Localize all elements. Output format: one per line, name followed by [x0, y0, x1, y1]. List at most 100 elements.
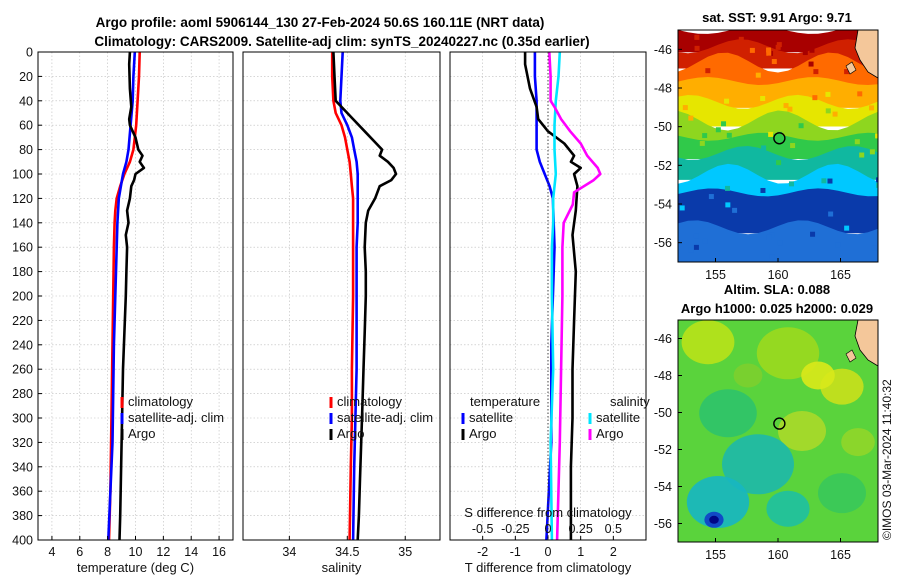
sla-blob	[801, 361, 835, 390]
series-line-climatology	[330, 52, 355, 540]
sst-pixel	[802, 50, 808, 56]
sst-pixel	[835, 242, 841, 248]
sst-pixel	[726, 132, 732, 138]
map-lat-label: -54	[654, 198, 672, 212]
series-line-satellite-adj-clim	[338, 52, 360, 540]
sst-pixel	[869, 149, 875, 155]
sst-pixel	[702, 133, 708, 139]
sst-pixel	[871, 245, 877, 251]
y-tick-label: 240	[12, 338, 33, 352]
map-lat-label: -50	[654, 120, 672, 134]
map-lon-label: 160	[768, 548, 789, 562]
sst-pixel	[812, 95, 818, 101]
sst-pixel	[854, 139, 860, 145]
map-lat-label: -56	[654, 517, 672, 531]
y-tick-label: 340	[12, 460, 33, 474]
sst-map: -46 -48 -50 -52 -54 -56 155 160 165	[654, 29, 879, 282]
sla-blob	[756, 327, 820, 380]
sst-band	[678, 188, 878, 234]
sla-blob	[818, 473, 866, 514]
sst-pixel	[777, 240, 783, 246]
series-group	[107, 52, 146, 540]
map-lat-label: -54	[654, 480, 672, 494]
figure-title-line1: Argo profile: aoml 5906144_130 27-Feb-20…	[96, 15, 545, 30]
axes-box	[242, 51, 441, 541]
map-lon-label: 165	[830, 548, 851, 562]
y-tick-label: 80	[19, 143, 33, 157]
s-tick-label: 0.25	[568, 522, 592, 536]
sst-pixel	[788, 181, 794, 187]
sst-pixel	[810, 231, 816, 237]
legend-heading-temperature: temperature	[470, 394, 540, 409]
sst-pixel	[749, 47, 755, 53]
series-line-argo	[118, 52, 146, 540]
sst-pixel	[798, 123, 804, 129]
sst-pixel	[769, 254, 775, 260]
sst-pixel	[768, 131, 774, 137]
map-lat-label: -48	[654, 369, 672, 383]
s-tick-label: 0	[545, 522, 552, 536]
y-tick-label: 0	[26, 46, 33, 60]
sla-map-subtitle: Argo h1000: 0.025 h2000: 0.029	[681, 301, 873, 316]
map-lon-label: 155	[705, 548, 726, 562]
sst-pixel	[682, 105, 688, 111]
sla-blob	[681, 320, 735, 365]
sst-pixel	[760, 187, 766, 193]
map-lon-label: 160	[768, 268, 789, 282]
sst-pixel	[825, 91, 831, 97]
sst-pixel	[777, 131, 783, 137]
sst-pixel	[790, 143, 796, 149]
x-tick-label: -1	[510, 545, 521, 559]
y-tick-label: 300	[12, 412, 33, 426]
x-axis-label: temperature (deg C)	[77, 560, 194, 575]
sst-pixel	[776, 42, 782, 48]
y-tick-label: 180	[12, 265, 33, 279]
x-tick-label: 6	[76, 545, 83, 559]
x-tick-label: 2	[610, 545, 617, 559]
sst-pixel	[766, 50, 772, 56]
sla-map: -46 -48 -50 -52 -54 -56 155 160 165	[654, 319, 879, 562]
sst-pixel	[702, 238, 708, 244]
y-tick-label: 200	[12, 290, 33, 304]
series-line-satellite-adj-clim	[107, 52, 137, 540]
series-line-argo	[332, 52, 398, 540]
x-tick-label: 1	[577, 545, 584, 559]
y-tick-label: 160	[12, 241, 33, 255]
island	[845, 349, 857, 363]
x-tick-label: 8	[104, 545, 111, 559]
figure-title-line2: Climatology: CARS2009. Satellite-adj cli…	[94, 34, 589, 49]
sst-pixel	[732, 207, 738, 213]
argo-location-marker	[773, 132, 786, 145]
series-line-temperature-argo	[523, 52, 583, 540]
sst-pixel	[776, 160, 782, 166]
temperature-panel: 4 6 8 10 12 14 16 temperature (deg C) 0 20 40 60 80 1…	[12, 46, 234, 575]
sst-pixel	[869, 105, 875, 111]
legend-label: satellite-adj. clim	[337, 410, 433, 425]
legend-label: satellite	[596, 410, 640, 425]
x-tick-label: 10	[129, 545, 143, 559]
sst-pixel	[827, 178, 833, 184]
sst-pixel	[725, 202, 731, 208]
x-tick-label: -2	[477, 545, 488, 559]
sst-pixel	[844, 69, 850, 75]
s-tick-label: 0.5	[605, 522, 622, 536]
x-tick-label: 34.5	[335, 545, 359, 559]
sst-pixel	[766, 234, 772, 240]
map-lat-label: -56	[654, 236, 672, 250]
argo-location-marker	[773, 417, 786, 430]
land-mass	[854, 320, 878, 367]
sst-pixel	[813, 69, 819, 75]
sst-pixel	[761, 145, 767, 151]
sst-pixel	[715, 127, 721, 133]
x-tick-label: 14	[184, 545, 198, 559]
sst-pixel	[679, 205, 685, 211]
map-lat-label: -50	[654, 406, 672, 420]
y-tick-label: 20	[19, 70, 33, 84]
map-lat-label: -48	[654, 82, 672, 96]
sla-blob	[733, 363, 763, 388]
y-tick-label: 100	[12, 168, 33, 182]
legend-label: Argo	[469, 426, 496, 441]
sla-blob	[722, 434, 794, 495]
y-tick-label: 120	[12, 192, 33, 206]
sst-pixel	[738, 36, 744, 42]
